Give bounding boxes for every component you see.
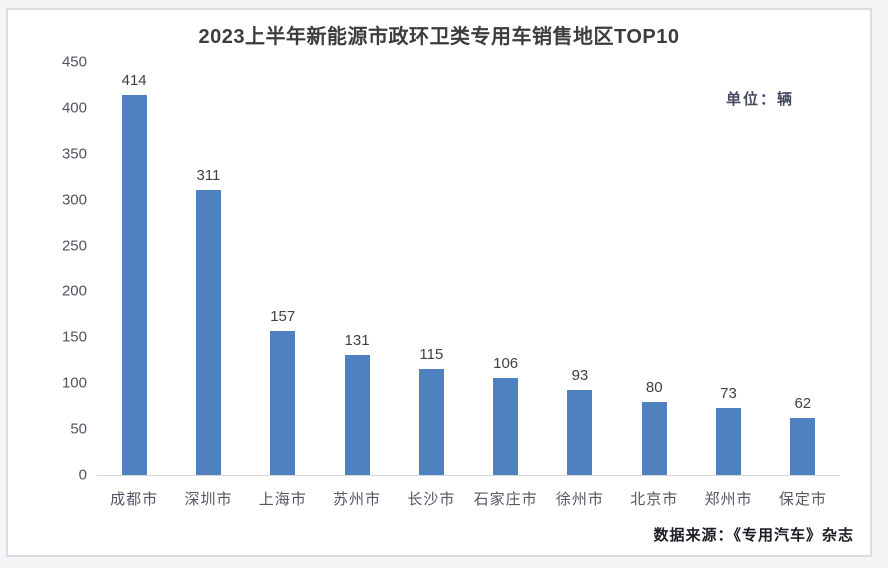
x-axis-category-label: 徐州市 (555, 491, 604, 508)
x-axis-category-label: 北京市 (630, 491, 679, 508)
bar-成都市: 414 (122, 72, 147, 475)
bar-徐州市: 93 (567, 367, 593, 475)
bar-value-label: 80 (645, 378, 663, 396)
chart-title: 2023上半年新能源市政环卫类专用车销售地区TOP10 (198, 26, 680, 48)
x-axis-category-label: 郑州市 (704, 491, 753, 508)
bar-slot: 157 (246, 62, 320, 475)
bar-保定市: 62 (790, 395, 816, 475)
x-axis-labels: 成都市 深圳市 上海市 苏州市 长沙市 石家庄市 徐州市 北京市 郑州市 保定市 (97, 488, 840, 509)
bar-slot: 93 (543, 62, 617, 475)
bar-value-label: 311 (196, 166, 221, 184)
bar-value-label: 157 (270, 307, 296, 325)
x-axis-category-label: 长沙市 (407, 491, 456, 508)
y-axis-tick-label: 450 (61, 53, 87, 71)
bar-value-label: 106 (493, 354, 519, 372)
y-axis-tick-label: 300 (61, 191, 87, 209)
x-axis-category-label: 苏州市 (333, 491, 382, 508)
y-axis-tick-label: 100 (61, 374, 87, 392)
y-axis-tick-label: 200 (61, 282, 87, 300)
bar-slot: 106 (468, 62, 542, 475)
bar-slot: 62 (766, 62, 840, 475)
bar-深圳市: 311 (195, 167, 221, 475)
data-source-note: 数据来源：《专用汽车》杂志 (653, 527, 854, 544)
y-axis-tick-label: 350 (61, 145, 87, 163)
y-axis-tick-label: 150 (61, 328, 87, 346)
bar-苏州市: 131 (345, 332, 370, 475)
bar-value-label: 73 (720, 385, 737, 403)
bar-长沙市: 115 (418, 346, 444, 475)
bar-value-label: 93 (571, 366, 589, 384)
y-axis-tick-label: 250 (61, 237, 87, 255)
x-axis-category-label: 深圳市 (184, 491, 233, 508)
chart-card: 2023上半年新能源市政环卫类专用车销售地区TOP10 单位：辆 0 50 100 1… (6, 8, 872, 557)
bar-slot: 73 (691, 62, 765, 475)
bar-石家庄市: 106 (493, 355, 518, 475)
bar-value-label: 115 (419, 346, 444, 364)
bar-series: 414 311 157 131 115 106 93 80 73 62 (97, 62, 840, 475)
bar-郑州市: 73 (716, 385, 742, 475)
bar-slot: 414 (97, 62, 171, 475)
bar-value-label: 131 (344, 331, 370, 349)
y-axis-tick-label: 400 (61, 99, 87, 117)
y-axis-tick-label: 0 (78, 466, 87, 484)
bar-slot: 80 (617, 62, 691, 475)
y-axis-tick-label: 50 (70, 420, 87, 438)
x-axis-category-label: 上海市 (258, 491, 307, 508)
bar-slot: 311 (171, 62, 245, 475)
x-axis-category-label: 石家庄市 (473, 491, 538, 508)
unit-label: 单位：辆 (725, 91, 794, 108)
x-axis-category-label: 成都市 (110, 491, 159, 508)
bar-slot: 115 (394, 62, 468, 475)
bar-value-label: 62 (794, 395, 812, 413)
plot-area: 0 50 100 150 200 250 300 350 400 450 414 311 157 131… (62, 54, 840, 484)
bar-value-label: 414 (121, 72, 147, 90)
x-axis-category-label: 保定市 (778, 491, 827, 508)
bar-slot: 131 (320, 62, 394, 475)
bar-上海市: 157 (270, 308, 295, 475)
bar-北京市: 80 (641, 379, 667, 475)
